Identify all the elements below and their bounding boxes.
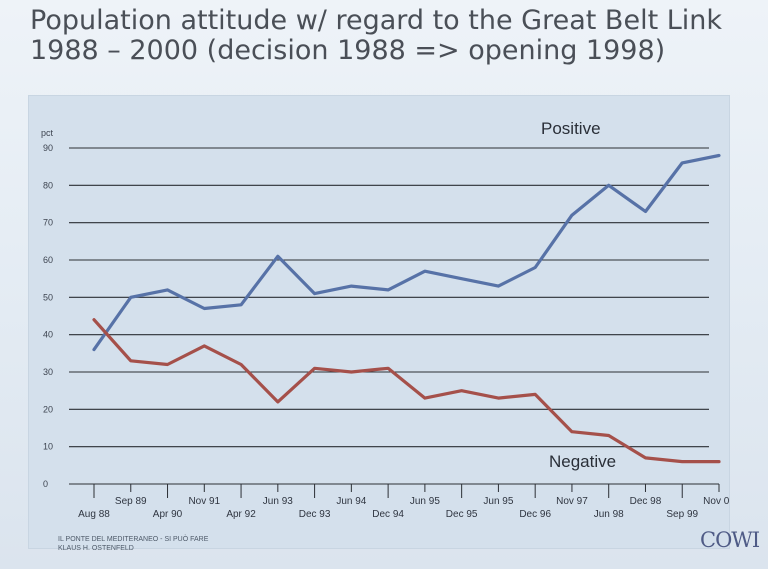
x-tick-label: Jun 95: [410, 496, 440, 507]
series-line-negative: [92, 318, 721, 464]
x-tick-label: Aug 88: [78, 509, 110, 520]
x-tick-label: Apr 92: [226, 509, 256, 520]
title-line-1: Population attitude w/ regard to the Gre…: [30, 5, 723, 36]
x-tick-label: Dec 98: [630, 496, 662, 507]
y-tick-label: 60: [43, 255, 53, 265]
series-label-negative: Negative: [549, 452, 616, 471]
x-tick-label: Sep 99: [666, 509, 698, 520]
y-tick-label: 90: [43, 143, 53, 153]
x-tick-label: Apr 90: [153, 509, 183, 520]
company-logo: COWI: [700, 528, 760, 552]
x-tick-label: Jun 94: [336, 496, 366, 507]
y-tick-label: 70: [43, 218, 53, 228]
y-tick-label: 40: [43, 330, 53, 340]
y-tick-label: 30: [43, 367, 53, 377]
title-line-2: 1988 – 2000 (decision 1988 => opening 19…: [30, 35, 666, 66]
series-label-positive: Positive: [541, 119, 601, 138]
line-chart: 0 10 20 30 40 50 60 70 80 90 pct Aug 88 Apr 90 Apr 92…: [41, 119, 729, 520]
y-tick-label: 10: [43, 442, 53, 452]
y-tick-label: 80: [43, 180, 53, 190]
x-tick-label: Sep 89: [115, 496, 147, 507]
x-tick-label: Jun 98: [594, 509, 624, 520]
footer-note: IL PONTE DEL MEDITERANEO - SI PUÒ FARE K…: [58, 535, 208, 553]
x-tick-label: Nov 97: [556, 496, 588, 507]
x-tick-label: Dec 93: [299, 509, 331, 520]
y-tick-label: 0: [43, 479, 48, 489]
x-tick-label: Nov 91: [188, 496, 220, 507]
y-axis-label: pct: [41, 128, 54, 138]
x-tick-label: Nov 00: [703, 496, 729, 507]
footer-line-2: KLAUS H. OSTENFELD: [58, 545, 134, 552]
x-tick-label: Jun 95: [483, 496, 513, 507]
x-tick-label: Dec 96: [519, 509, 551, 520]
series-line-positive: [92, 153, 721, 352]
x-tick-label: Jun 93: [263, 496, 293, 507]
chart-panel: 0 10 20 30 40 50 60 70 80 90 pct Aug 88 Apr 90 Apr 92…: [29, 96, 729, 548]
footer-line-1: IL PONTE DEL MEDITERANEO - SI PUÒ FARE: [58, 536, 209, 543]
slide-title: Population attitude w/ regard to the Gre…: [30, 6, 750, 66]
x-tick-label: Dec 95: [446, 509, 478, 520]
y-tick-label: 20: [43, 404, 53, 414]
x-tick-label: Dec 94: [372, 509, 404, 520]
y-tick-label: 50: [43, 292, 53, 302]
